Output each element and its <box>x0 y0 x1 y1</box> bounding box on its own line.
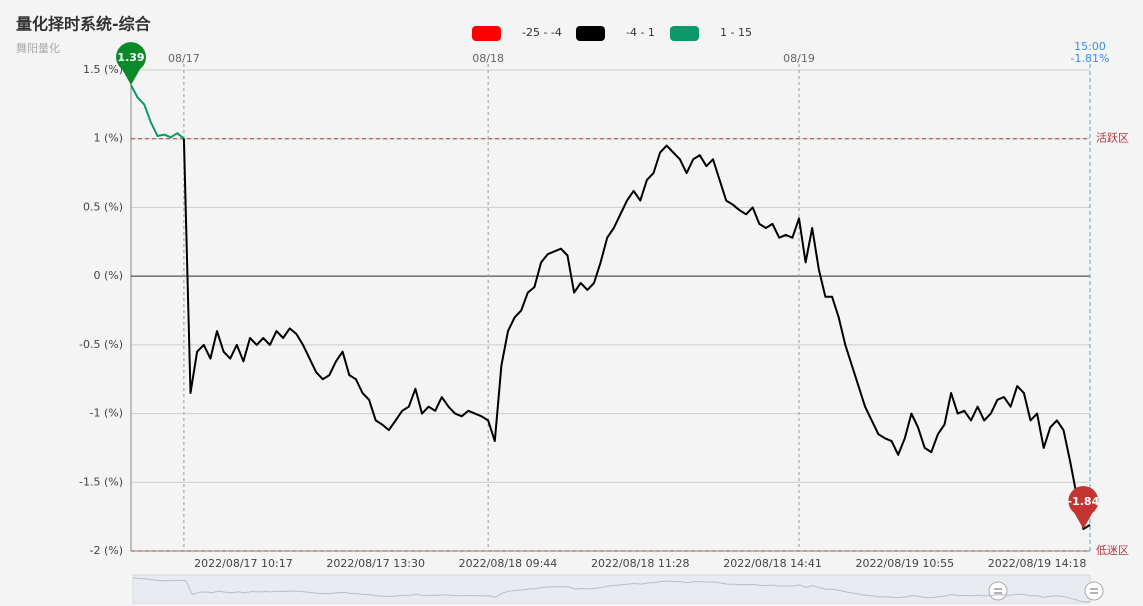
zoom-handle[interactable] <box>988 581 1008 601</box>
y-tick-label: -1 (%) <box>90 407 124 420</box>
day-label: 08/17 <box>168 52 200 65</box>
legend-swatch <box>576 26 605 41</box>
chart-title: 量化择时系统-综合 <box>16 15 152 34</box>
y-tick-label: -0.5 (%) <box>79 338 123 351</box>
y-tick-label: 1.5 (%) <box>83 63 123 76</box>
zoom-handle[interactable] <box>1084 581 1104 601</box>
pin <box>116 42 146 86</box>
y-tick-label: -1.5 (%) <box>79 475 123 488</box>
line <box>130 84 185 140</box>
x-tick-label: 2022/08/17 13:30 <box>326 557 425 570</box>
y-tick-label: 0.5 (%) <box>83 200 123 213</box>
x-tick-label: 2022/08/18 14:41 <box>723 557 822 570</box>
day-label: 08/19 <box>783 52 815 65</box>
legend-swatch <box>472 26 501 41</box>
day-label: 08/18 <box>472 52 504 65</box>
line <box>182 138 1091 530</box>
last-time: 15:00 <box>1074 40 1106 53</box>
y-tick-label: 1 (%) <box>93 132 123 145</box>
x-tick-label: 2022/08/18 11:28 <box>591 557 690 570</box>
legend-label: -4 - 1 <box>626 26 655 39</box>
zoom-preview <box>132 577 1091 603</box>
y-tick-label: -2 (%) <box>90 544 124 557</box>
y-tick-label: 0 (%) <box>93 269 123 282</box>
x-tick-label: 2022/08/18 09:44 <box>459 557 558 570</box>
legend-swatch <box>670 26 699 41</box>
x-tick-label: 2022/08/19 14:18 <box>988 557 1087 570</box>
mark-line-label: 低迷区 <box>1096 544 1129 557</box>
x-tick-label: 2022/08/17 10:17 <box>194 557 293 570</box>
last-value-label: -1.81% <box>1071 52 1110 65</box>
pin-label: 1.39 <box>117 51 144 64</box>
pin-label: -1.84 <box>1068 495 1100 508</box>
zoom-slider[interactable] <box>132 574 1091 604</box>
legend-label: 1 - 15 <box>720 26 752 39</box>
x-tick-label: 2022/08/19 10:55 <box>856 557 955 570</box>
mark-line-label: 活跃区 <box>1096 131 1129 145</box>
legend-label: -25 - -4 <box>522 26 562 39</box>
pin <box>1068 486 1099 530</box>
chart-subtitle: 舞阳量化 <box>16 41 60 55</box>
